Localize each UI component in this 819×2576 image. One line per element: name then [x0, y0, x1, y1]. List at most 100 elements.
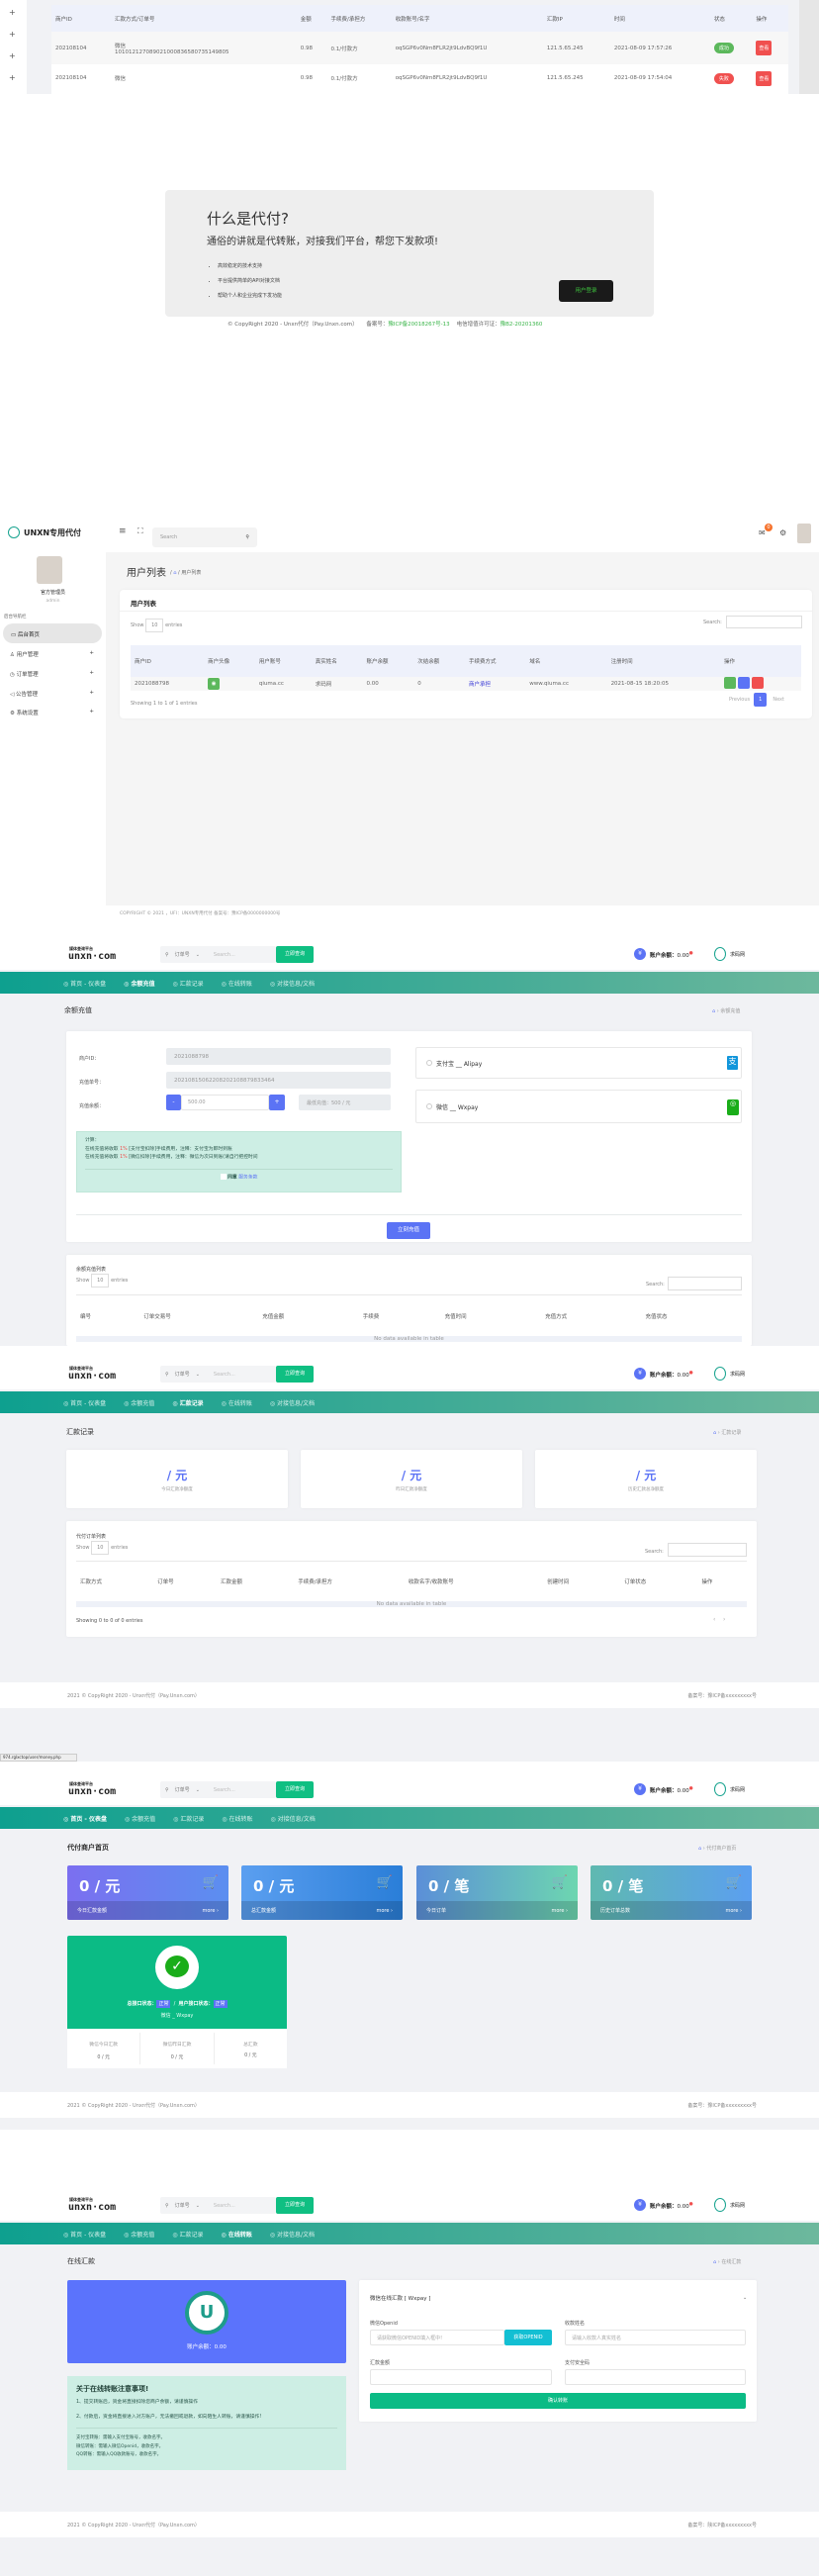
nav-item[interactable]: ◎ 汇款记录: [172, 2230, 203, 2239]
sidebar-item-home[interactable]: ▭ 后台首页: [3, 623, 102, 643]
nav-item[interactable]: ◎ 对接信息/文档: [270, 979, 315, 988]
bell-icon[interactable]: ✉: [759, 528, 766, 537]
chevron-down-icon[interactable]: ⌄: [195, 2202, 200, 2209]
nav-item[interactable]: ◎ 余额充值: [124, 2230, 154, 2239]
search-button[interactable]: 立即查询: [276, 2197, 314, 2214]
balance-display[interactable]: 账户余额：0.00●: [650, 951, 693, 959]
plus-icon[interactable]: +: [9, 8, 16, 17]
fullscreen-icon[interactable]: ⛶: [137, 526, 143, 535]
balance-display[interactable]: 账户余额：0.00●: [650, 1371, 693, 1379]
table-search-input[interactable]: [668, 1277, 742, 1290]
site-logo[interactable]: unxn·com: [68, 951, 117, 962]
site-logo[interactable]: unxn·com: [68, 1786, 117, 1797]
col-header[interactable]: 账户余额: [362, 645, 414, 677]
chevron-down-icon[interactable]: ⌄: [743, 2295, 748, 2301]
home-icon[interactable]: ⌂: [713, 1430, 717, 1436]
delete-button[interactable]: [751, 677, 764, 689]
nav-item[interactable]: ◎ 对接信息/文档: [271, 1814, 316, 1823]
col-header[interactable]: 用户账号: [254, 645, 312, 677]
nav-item[interactable]: ◎ 首页 - 仪表盘: [63, 1398, 106, 1407]
col-header[interactable]: 操作: [720, 645, 801, 677]
col-header[interactable]: 注册时间: [606, 645, 721, 677]
more-link[interactable]: more ›: [551, 1907, 568, 1914]
avatar[interactable]: [797, 524, 811, 543]
nav-item[interactable]: ◎ 余额充值: [124, 1398, 154, 1407]
site-name[interactable]: 求码网: [730, 1787, 746, 1793]
col-header[interactable]: 汇款方式/订单号: [111, 5, 297, 32]
search-type-select[interactable]: 订单号: [174, 1787, 190, 1793]
stat-card-today-amount[interactable]: 0 / 元 🛒 今日汇款金额 more ›: [67, 1865, 228, 1920]
col-header[interactable]: 商户ID: [51, 5, 112, 32]
table-search-input[interactable]: [668, 1543, 747, 1557]
plus-icon[interactable]: +: [9, 51, 16, 60]
home-icon[interactable]: ⌂: [712, 1008, 716, 1014]
next-icon[interactable]: ›: [723, 1616, 726, 1623]
col-header[interactable]: 充值金额: [258, 1294, 359, 1336]
more-link[interactable]: more ›: [725, 1907, 742, 1914]
scrollbar[interactable]: [799, 0, 819, 94]
chevron-down-icon[interactable]: ⌄: [195, 1371, 200, 1378]
col-header[interactable]: 订单状态: [620, 1561, 698, 1601]
pay-option-wxpay[interactable]: 微信 __ Wxpay ◎: [415, 1090, 742, 1123]
page-button[interactable]: 1: [754, 693, 768, 707]
view-button[interactable]: 查看: [756, 70, 773, 86]
home-icon[interactable]: ⌂: [173, 570, 177, 576]
openid-input[interactable]: 请获取微信OPENID填入框中!: [370, 2330, 504, 2345]
col-header[interactable]: 真实姓名: [311, 645, 363, 677]
more-link[interactable]: more ›: [202, 1907, 219, 1914]
payee-name-input[interactable]: 请输入收款人真实姓名: [565, 2330, 746, 2345]
site-logo[interactable]: unxn·com: [68, 1371, 117, 1382]
col-header[interactable]: 状态: [709, 5, 753, 32]
search-button[interactable]: 立即查询: [276, 946, 314, 963]
recharge-submit-button[interactable]: 立刻充值: [387, 1222, 430, 1239]
menu-toggle-icon[interactable]: ≡: [119, 526, 127, 536]
search-input[interactable]: Search...: [213, 1786, 235, 1793]
chevron-down-icon[interactable]: ⌄: [195, 951, 200, 958]
search-button[interactable]: 立即查询: [276, 1366, 314, 1383]
amount-input[interactable]: 500.00: [181, 1095, 269, 1110]
col-header[interactable]: 次结余额: [413, 645, 465, 677]
col-header[interactable]: 汇款金额: [217, 1561, 295, 1601]
col-header[interactable]: 充值方式: [541, 1294, 642, 1336]
balance-display[interactable]: 账户余额：0.00●: [650, 2202, 693, 2210]
search-icon[interactable]: ⚲: [245, 534, 249, 540]
search-input[interactable]: Search ⚲: [152, 527, 257, 547]
nav-item[interactable]: ◎ 汇款记录: [172, 979, 203, 988]
confirm-transfer-button[interactable]: 确认转账: [370, 2393, 746, 2409]
col-header[interactable]: 收款账号/名字: [391, 5, 543, 32]
login-as-button[interactable]: [724, 677, 737, 689]
nav-item[interactable]: ◎ 首页 - 仪表盘: [63, 1814, 107, 1823]
entries-select[interactable]: 10: [91, 1274, 110, 1288]
nav-item[interactable]: ◎ 汇款记录: [172, 1398, 203, 1407]
entries-select[interactable]: 10: [91, 1541, 110, 1555]
col-header[interactable]: 手续费/承担方: [326, 5, 392, 32]
search-type-select[interactable]: 订单号: [174, 2203, 190, 2209]
decrease-button[interactable]: -: [166, 1095, 181, 1110]
stat-card-history-orders[interactable]: 0 / 笔 🛒 历史订单总数 more ›: [591, 1865, 752, 1920]
site-logo[interactable]: unxn·com: [68, 2202, 117, 2213]
table-search-input[interactable]: [726, 616, 802, 628]
user-login-button[interactable]: 用户登录: [559, 280, 613, 302]
col-header[interactable]: 手续费/承担方: [294, 1561, 405, 1601]
increase-button[interactable]: +: [269, 1095, 285, 1110]
sidebar-item-settings[interactable]: ⚙ 系统设置 +: [10, 709, 94, 716]
radio[interactable]: [426, 1060, 432, 1066]
nav-item[interactable]: ◎ 在线转账: [222, 1814, 252, 1823]
sidebar-item-notices[interactable]: ◁ 公告管理 +: [10, 690, 94, 698]
entries-select[interactable]: 10: [145, 619, 164, 632]
site-name[interactable]: 求码网: [730, 952, 746, 958]
chevron-down-icon[interactable]: ⌄: [195, 1786, 200, 1793]
search-type-select[interactable]: 订单号: [174, 952, 190, 958]
col-header[interactable]: 操作: [752, 5, 788, 32]
col-header[interactable]: 域名: [525, 645, 607, 677]
col-header[interactable]: 创建时间: [543, 1561, 621, 1601]
prev-icon[interactable]: ‹: [713, 1616, 716, 1623]
search-button[interactable]: 立即查询: [276, 1781, 314, 1798]
search-input[interactable]: Search...: [213, 951, 235, 958]
nav-item[interactable]: ◎ 汇款记录: [173, 1814, 204, 1823]
get-openid-button[interactable]: 获取OPENID: [504, 2330, 552, 2345]
agree-checkbox[interactable]: [220, 1173, 227, 1180]
search-input[interactable]: Search...: [213, 1371, 235, 1378]
nav-item[interactable]: ◎ 在线转账: [221, 2230, 251, 2239]
nav-item[interactable]: ◎ 首页 - 仪表盘: [63, 979, 106, 988]
